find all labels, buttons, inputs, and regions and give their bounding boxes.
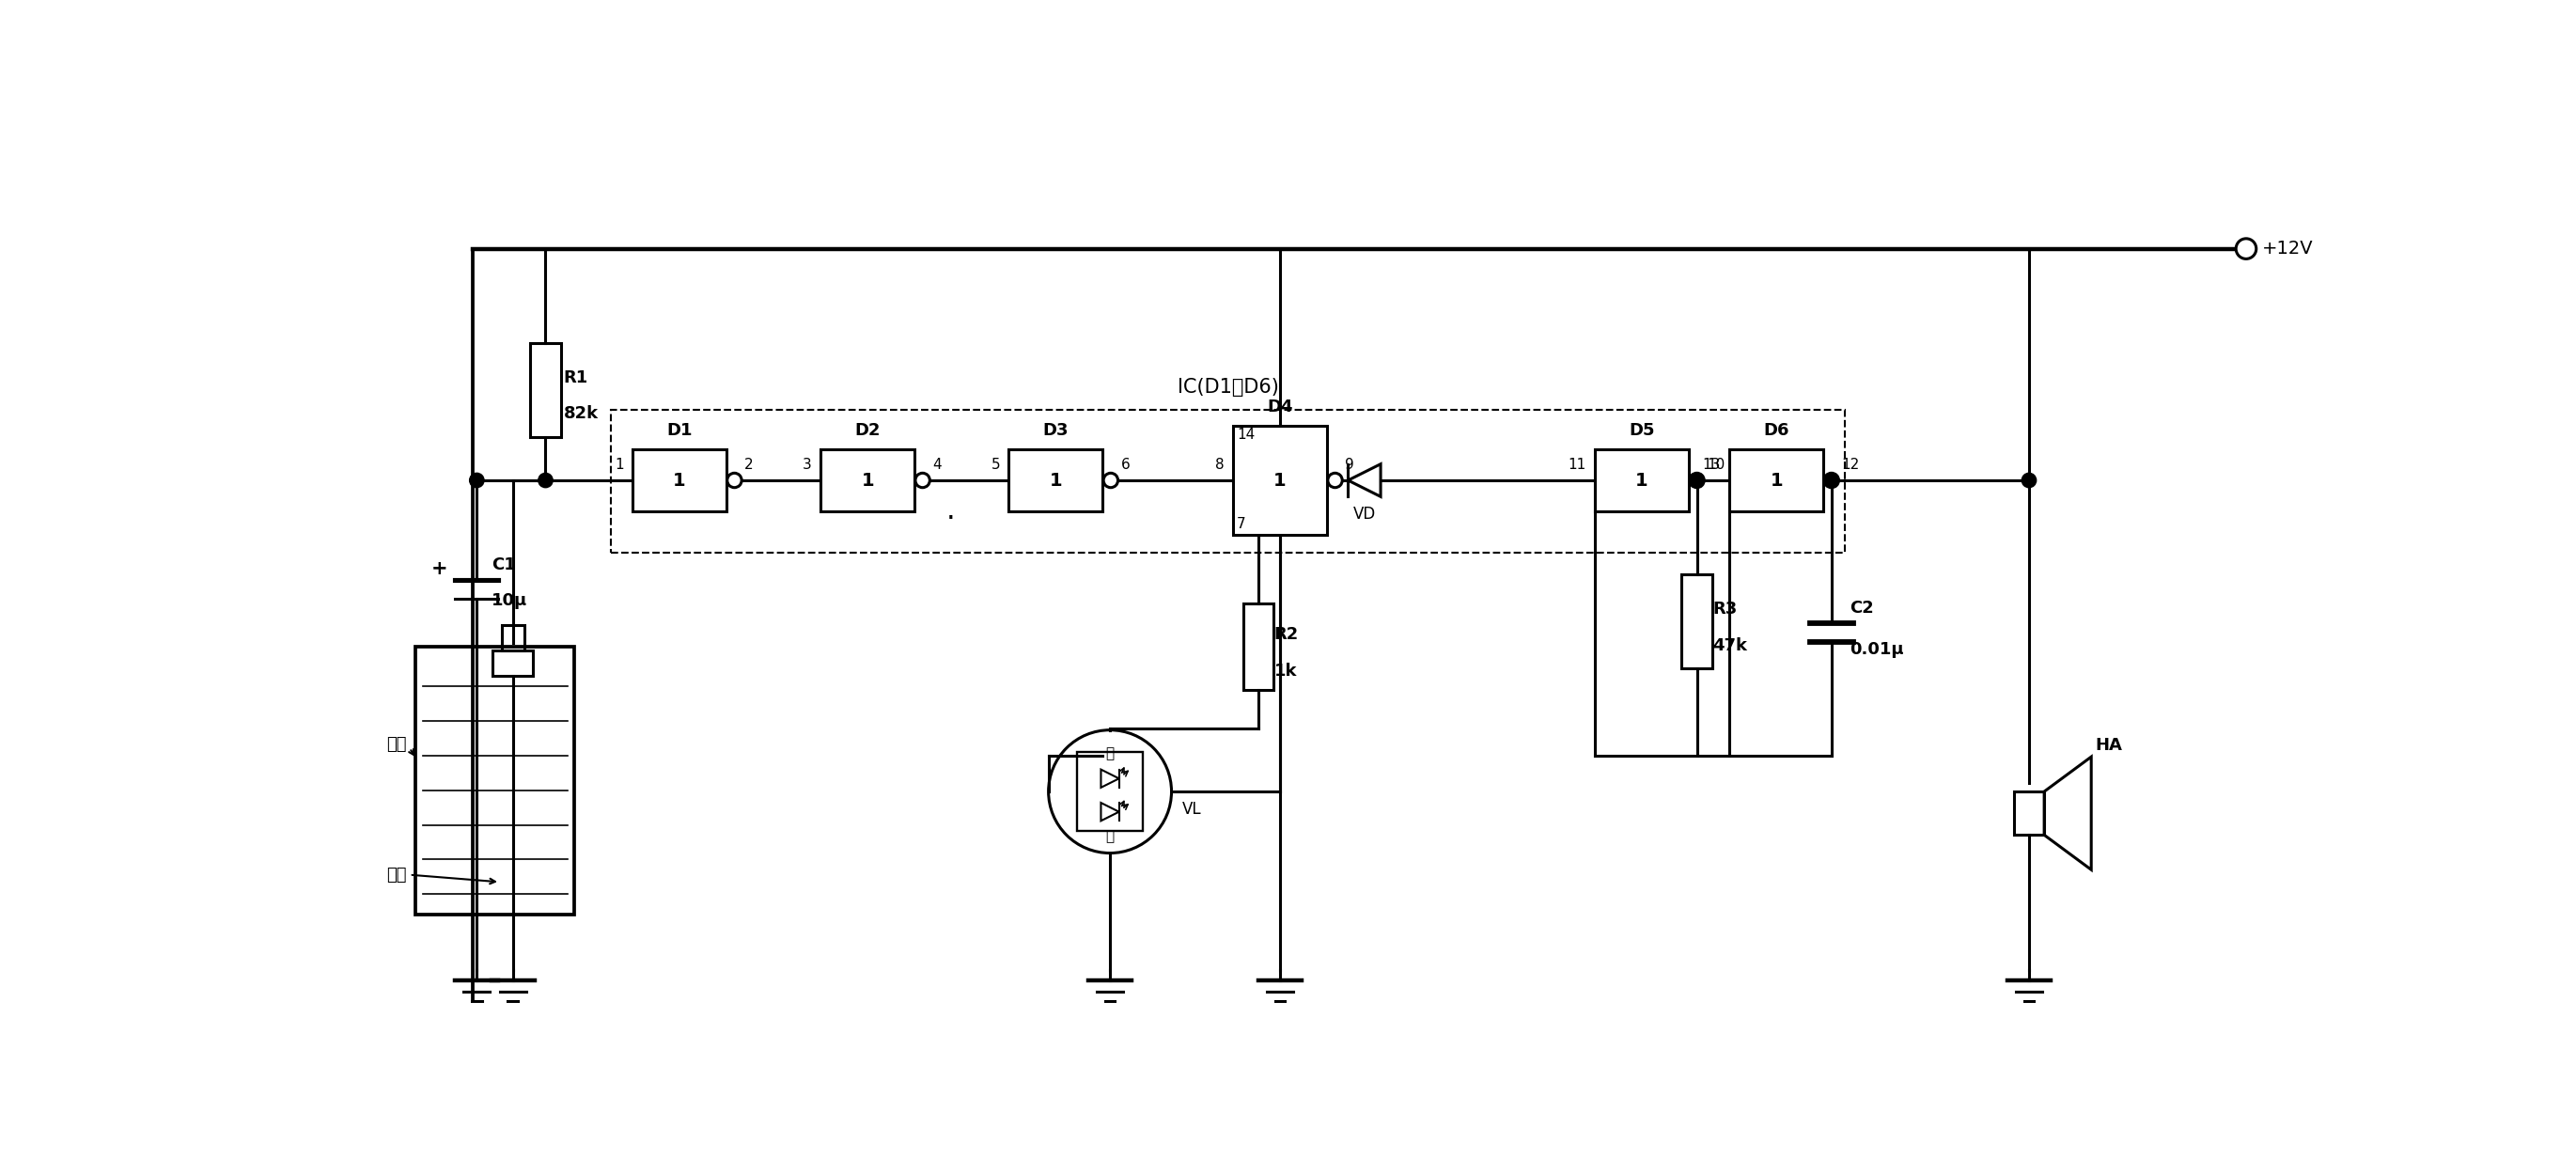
Circle shape — [1690, 473, 1705, 487]
Text: 13: 13 — [1703, 458, 1721, 472]
Bar — [1595, 450, 1690, 511]
Text: 12: 12 — [1842, 458, 1860, 472]
Bar — [531, 343, 562, 437]
Text: R1: R1 — [564, 370, 587, 386]
Bar — [1077, 751, 1144, 831]
Text: 1k: 1k — [1275, 662, 1298, 680]
Text: VL: VL — [1182, 801, 1203, 818]
Circle shape — [914, 473, 930, 487]
Text: 1: 1 — [1770, 472, 1783, 490]
Text: 1: 1 — [1048, 472, 1061, 490]
Text: 1: 1 — [616, 458, 623, 472]
Circle shape — [1824, 473, 1839, 487]
Text: .: . — [945, 497, 956, 525]
Text: C2: C2 — [1850, 600, 1873, 616]
Text: +: + — [430, 559, 448, 578]
Bar — [415, 647, 574, 915]
Bar — [492, 650, 533, 676]
Bar — [1010, 450, 1103, 511]
Text: 3: 3 — [804, 458, 811, 472]
Text: IC(D1～D6): IC(D1～D6) — [1177, 378, 1278, 397]
Circle shape — [1824, 473, 1839, 487]
Bar — [611, 410, 1844, 553]
Text: 1: 1 — [1636, 472, 1649, 490]
Circle shape — [1327, 473, 1342, 487]
Text: 10μ: 10μ — [492, 592, 528, 609]
Text: D1: D1 — [667, 421, 693, 439]
Text: 11: 11 — [1569, 458, 1587, 472]
Bar — [822, 450, 914, 511]
Text: D2: D2 — [855, 421, 881, 439]
Text: D6: D6 — [1765, 421, 1790, 439]
Text: D4: D4 — [1267, 398, 1293, 416]
Circle shape — [538, 473, 554, 487]
Text: 82k: 82k — [564, 405, 598, 423]
Circle shape — [1103, 473, 1118, 487]
Text: 14: 14 — [1236, 427, 1255, 441]
Circle shape — [2236, 238, 2257, 258]
Text: 0.01μ: 0.01μ — [1850, 641, 1904, 657]
Bar — [1682, 574, 1713, 668]
Text: 4: 4 — [933, 458, 943, 472]
Text: 1: 1 — [1273, 472, 1285, 490]
Text: VD: VD — [1352, 506, 1376, 522]
Text: D5: D5 — [1628, 421, 1654, 439]
Text: HA: HA — [2094, 737, 2123, 754]
Text: C1: C1 — [492, 556, 515, 573]
Text: 7: 7 — [1236, 517, 1247, 531]
Circle shape — [726, 473, 742, 487]
Text: R2: R2 — [1275, 626, 1298, 643]
Bar — [502, 625, 526, 650]
Text: 电极: 电极 — [386, 866, 407, 883]
Bar — [631, 450, 726, 511]
Circle shape — [2022, 473, 2035, 487]
Text: 10: 10 — [1708, 458, 1726, 472]
Text: 1: 1 — [860, 472, 873, 490]
Text: 5: 5 — [992, 458, 999, 472]
Bar — [2014, 791, 2045, 835]
Bar — [1234, 426, 1327, 534]
Bar — [1728, 450, 1824, 511]
Text: 47k: 47k — [1713, 637, 1747, 654]
Circle shape — [469, 473, 484, 487]
Circle shape — [1690, 473, 1705, 487]
Text: +12V: +12V — [2262, 239, 2313, 257]
Text: 8: 8 — [1216, 458, 1224, 472]
Text: 1: 1 — [672, 472, 685, 490]
Text: D3: D3 — [1043, 421, 1069, 439]
Text: 2: 2 — [744, 458, 755, 472]
Text: 水箱: 水箱 — [386, 736, 407, 753]
Text: 红: 红 — [1105, 747, 1115, 761]
Text: 绿: 绿 — [1105, 830, 1115, 844]
Text: 9: 9 — [1345, 458, 1355, 472]
Text: 6: 6 — [1121, 458, 1131, 472]
Text: R3: R3 — [1713, 601, 1736, 618]
Bar — [1244, 603, 1273, 690]
